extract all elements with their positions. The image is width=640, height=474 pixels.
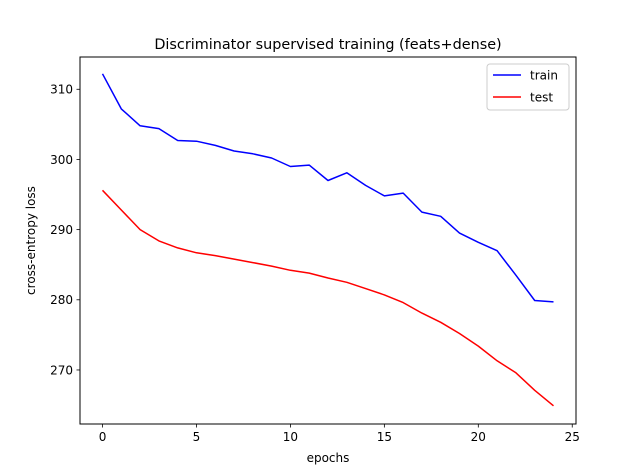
x-tick-label: 25 <box>565 430 580 444</box>
plot-lines <box>101 73 554 407</box>
y-tick-label: 300 <box>50 153 73 167</box>
x-tick-label: 10 <box>283 430 298 444</box>
y-axis: 270 280 290 300 310 <box>50 83 80 377</box>
y-axis-label: cross-entropy loss <box>24 186 38 295</box>
x-axis-label: epochs <box>307 451 350 465</box>
x-axis: 0 5 10 15 20 25 <box>99 424 580 444</box>
y-tick-label: 290 <box>50 223 73 237</box>
y-tick-label: 280 <box>50 293 73 307</box>
legend: train test <box>486 63 570 111</box>
x-tick-label: 5 <box>193 430 201 444</box>
series-line-test <box>101 189 554 407</box>
x-tick-label: 0 <box>99 430 107 444</box>
y-tick-label: 270 <box>50 363 73 377</box>
plot-frame <box>79 56 577 425</box>
y-tick-label: 310 <box>50 83 73 97</box>
legend-label-test: test <box>530 90 553 104</box>
series-line-train <box>101 73 554 303</box>
legend-label-train: train <box>530 68 558 82</box>
x-tick-label: 15 <box>377 430 392 444</box>
chart-title: Discriminator supervised training (feats… <box>154 37 501 53</box>
x-tick-label: 20 <box>471 430 486 444</box>
